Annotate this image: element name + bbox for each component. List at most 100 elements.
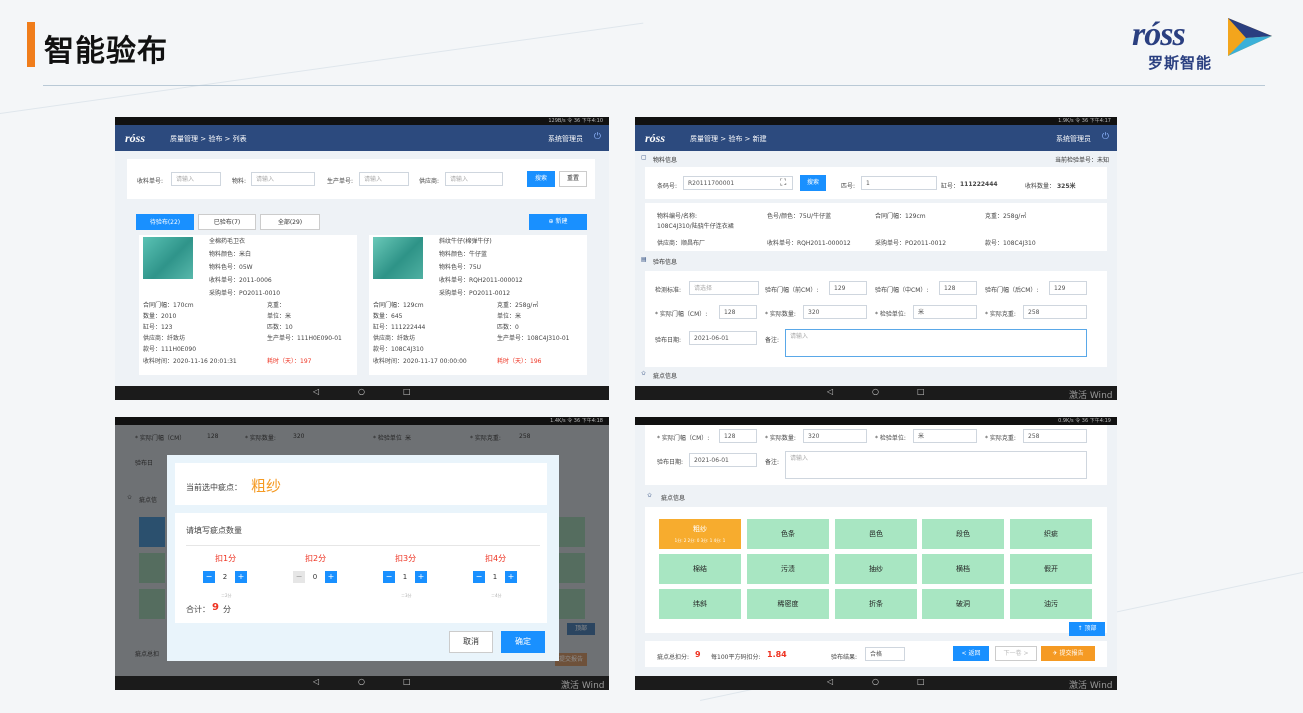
defect-tile[interactable]: 破洞 <box>922 589 1004 619</box>
unit-select[interactable]: 米 <box>913 305 977 319</box>
field-label: 检测标准: <box>655 287 682 294</box>
android-nav-bar: ◁ ○ □ 激活 Wind <box>115 676 609 690</box>
fabric-card[interactable]: 斜纹牛仔(棉弹牛仔) 物料颜色：牛仔蓝 物料色号：75U 收料单号：RQH201… <box>369 235 587 375</box>
date-picker[interactable]: 2021-06-01 <box>689 331 757 345</box>
bg-field: 米 <box>405 435 412 442</box>
power-icon[interactable]: ⏻ <box>1101 132 1109 142</box>
scan-icon[interactable]: ⛶ <box>780 178 787 188</box>
defect-tile[interactable]: 织疵 <box>1010 519 1092 549</box>
field-label: * 实际门幅（CM）: <box>657 435 710 442</box>
actual-qty-input[interactable]: 320 <box>803 305 867 319</box>
deduct-4-value[interactable]: 1 <box>492 573 498 581</box>
tab-all[interactable]: 全部(29) <box>260 214 320 230</box>
width-front-input[interactable]: 129 <box>829 281 867 295</box>
actual-width-input[interactable]: 128 <box>719 305 757 319</box>
brand-logo: róss 罗斯智能 <box>1130 14 1280 74</box>
nav-recent-button[interactable]: □ <box>403 387 411 396</box>
defect-tile[interactable]: 邑色 <box>835 519 917 549</box>
deduct-3-plus-button[interactable]: + <box>415 571 427 583</box>
defect-tile[interactable]: 污渍 <box>747 554 829 584</box>
unit-select[interactable]: 米 <box>913 429 977 443</box>
defect-tile[interactable]: 色条 <box>747 519 829 549</box>
section-title: 疵点信息 <box>653 373 678 380</box>
deduct-4-plus-button[interactable]: + <box>505 571 517 583</box>
supplier-input[interactable]: 请输入 <box>445 172 503 186</box>
defect-tile[interactable]: 折条 <box>835 589 917 619</box>
defect-tile[interactable]: 抽纱 <box>835 554 917 584</box>
defect-tile[interactable]: 纬斜 <box>659 589 741 619</box>
reset-button[interactable]: 重置 <box>559 171 587 187</box>
new-button[interactable]: ⊕ 新建 <box>529 214 587 230</box>
card-field: 生产单号：111H0E090-01 <box>267 335 342 342</box>
per100-label: 每100平方码扣分: <box>711 654 761 661</box>
card-field: 单位：米 <box>497 313 522 320</box>
nav-home-button[interactable]: ○ <box>358 387 365 396</box>
nav-home-button[interactable]: ○ <box>358 677 365 686</box>
card-field: 数量：2010 <box>143 313 177 320</box>
deduct-2-label: 扣2分 <box>305 554 327 563</box>
scroll-top-button[interactable]: ↑ 顶部 <box>1069 622 1105 636</box>
nav-back-button[interactable]: ◁ <box>827 387 834 396</box>
barcode-input[interactable]: R20111700001 <box>683 176 793 190</box>
barcode-search-button[interactable]: 搜索 <box>800 175 826 191</box>
next-roll-button[interactable]: 下一卷 > <box>995 646 1037 661</box>
per100-value: 1.84 <box>767 650 787 659</box>
nav-home-button[interactable]: ○ <box>872 387 879 396</box>
remark-textarea[interactable]: 请输入 <box>785 329 1087 357</box>
back-button[interactable]: < 返回 <box>953 646 989 661</box>
total-unit: 分 <box>223 605 231 614</box>
standard-select[interactable]: 请选择 <box>689 281 759 295</box>
tab-done[interactable]: 已验布(7) <box>198 214 256 230</box>
fabric-card[interactable]: 全棉药毛卫衣 物料颜色：米白 物料色号：05W 收料单号：2011-0006 采… <box>139 235 357 375</box>
nav-recent-button[interactable]: □ <box>917 387 925 396</box>
width-back-input[interactable]: 129 <box>1049 281 1087 295</box>
receipt-no-input[interactable]: 请输入 <box>171 172 221 186</box>
field-label: 验布日期: <box>655 337 682 344</box>
width-mid-input[interactable]: 128 <box>939 281 977 295</box>
actual-width-input[interactable]: 128 <box>719 429 757 443</box>
cancel-button[interactable]: 取消 <box>449 631 493 653</box>
field-label: 验布门幅（中CM）: <box>875 287 929 294</box>
nav-back-button[interactable]: ◁ <box>313 387 320 396</box>
deduct-1-minus-button[interactable]: − <box>203 571 215 583</box>
defect-tile[interactable]: 假开 <box>1010 554 1092 584</box>
defect-tile[interactable]: 棉结 <box>659 554 741 584</box>
search-button[interactable]: 搜索 <box>527 171 555 187</box>
nav-recent-button[interactable]: □ <box>917 677 925 686</box>
material-input[interactable]: 请输入 <box>251 172 315 186</box>
deduct-2-value[interactable]: 0 <box>312 573 318 581</box>
actual-weight-input[interactable]: 258 <box>1023 305 1087 319</box>
nav-home-button[interactable]: ○ <box>872 677 879 686</box>
deduct-1-value[interactable]: 2 <box>222 573 228 581</box>
nav-back-button[interactable]: ◁ <box>313 677 320 686</box>
deduct-4-minus-button[interactable]: − <box>473 571 485 583</box>
defect-deduct-summary: 1分: 2 2分: 0 3分: 1 4分: 1 <box>674 538 726 543</box>
production-no-input[interactable]: 请输入 <box>359 172 409 186</box>
tab-pending[interactable]: 待验布(22) <box>136 214 194 230</box>
summary-bar: 疵点总扣分: 9 每100平方码扣分: 1.84 验布结果: 合格 < 返回 下… <box>645 641 1107 667</box>
remark-textarea[interactable]: 请输入 <box>785 451 1087 479</box>
power-icon[interactable]: ⏻ <box>593 132 601 142</box>
result-select[interactable]: 合格 <box>865 647 905 661</box>
piece-select[interactable]: 1 <box>861 176 937 190</box>
actual-weight-input[interactable]: 258 <box>1023 429 1087 443</box>
deduct-3-value[interactable]: 1 <box>402 573 408 581</box>
confirm-button[interactable]: 确定 <box>501 631 545 653</box>
defect-tile[interactable]: 油污 <box>1010 589 1092 619</box>
user-name[interactable]: 系统管理员 <box>548 135 583 143</box>
nav-recent-button[interactable]: □ <box>403 677 411 686</box>
deduct-2-plus-button[interactable]: + <box>325 571 337 583</box>
actual-qty-input[interactable]: 320 <box>803 429 867 443</box>
submit-report-button[interactable]: ✈ 提交报告 <box>1041 646 1095 661</box>
deduct-1-plus-button[interactable]: + <box>235 571 247 583</box>
deduct-3-minus-button[interactable]: − <box>383 571 395 583</box>
deduct-2-minus-button[interactable]: − <box>293 571 305 583</box>
date-picker[interactable]: 2021-06-01 <box>689 453 757 467</box>
defect-tile[interactable]: 段色 <box>922 519 1004 549</box>
defect-tile[interactable]: 横档 <box>922 554 1004 584</box>
defect-tile-selected[interactable]: 粗纱 1分: 2 2分: 0 3分: 1 4分: 1 <box>659 519 741 549</box>
fabric-thumbnail <box>373 237 423 279</box>
defect-tile[interactable]: 稀密度 <box>747 589 829 619</box>
user-name[interactable]: 系统管理员 <box>1056 135 1091 143</box>
nav-back-button[interactable]: ◁ <box>827 677 834 686</box>
